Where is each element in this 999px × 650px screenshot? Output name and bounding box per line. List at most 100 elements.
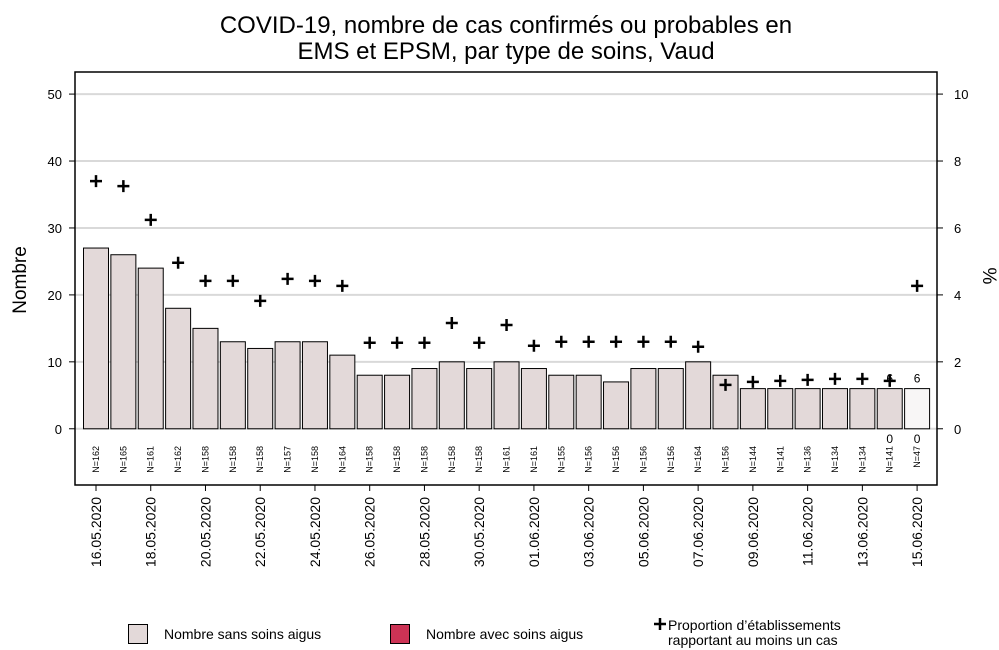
bar (821, 388, 848, 430)
legend: Nombre sans soins aigus Nombre avec soins… (0, 618, 999, 650)
bar (274, 341, 301, 430)
y-axis-label: Nombre (10, 246, 31, 314)
bar (356, 374, 383, 430)
x-tick-label: 30.05.2020 (471, 497, 487, 567)
marker (90, 175, 102, 188)
n-label: N=158 (447, 446, 457, 473)
n-label: N=161 (529, 446, 539, 473)
bar (466, 368, 493, 430)
marker (336, 279, 349, 292)
marker (637, 335, 650, 348)
marker (117, 180, 130, 193)
n-label: N=164 (337, 446, 347, 473)
n-label: N=156 (721, 446, 731, 473)
bar (739, 388, 766, 430)
n-label: N=157 (283, 446, 293, 473)
bar (794, 388, 821, 430)
marker (911, 279, 924, 292)
y2-tick-label: 4 (954, 288, 961, 303)
y2-tick-label: 0 (954, 422, 961, 437)
x-tick-label: 09.06.2020 (745, 497, 761, 567)
x-tick-label: 15.06.2020 (909, 497, 925, 567)
marker (172, 256, 185, 269)
legend-item: Proportion d’établissements rapportant a… (654, 618, 868, 648)
bar (767, 388, 794, 430)
y2-tick-label: 6 (954, 221, 961, 236)
x-tick-label: 28.05.2020 (416, 497, 432, 567)
value-label: 0 (886, 432, 893, 446)
n-label: N=158 (474, 446, 484, 473)
chart-title: EMS et EPSM, par type de soins, Vaud (297, 38, 714, 65)
y-tick-label: 40 (48, 154, 62, 169)
bar (493, 361, 520, 430)
y-tick-label: 30 (48, 221, 62, 236)
x-tick-label: 05.06.2020 (635, 497, 651, 567)
x-tick-label: 18.05.2020 (143, 497, 159, 567)
n-label: N=136 (803, 446, 813, 473)
bar (411, 368, 438, 430)
y-tick-label: 10 (48, 355, 62, 370)
y-tick-label: 20 (48, 288, 62, 303)
legend-label: Proportion d’établissements rapportant a… (668, 617, 841, 648)
n-label: N=165 (118, 446, 128, 473)
marker (856, 372, 869, 385)
n-label: N=161 (146, 446, 156, 473)
bar (165, 307, 192, 430)
bar (329, 354, 356, 430)
marker (883, 374, 896, 387)
bar (685, 361, 712, 430)
n-label: N=162 (173, 446, 183, 473)
bar (247, 347, 274, 430)
plot-frame (74, 71, 938, 486)
bar (219, 341, 246, 430)
x-tick-label: 24.05.2020 (307, 497, 323, 567)
n-label: N=158 (392, 446, 402, 473)
n-label: N=158 (365, 446, 375, 473)
x-tick-label: 11.06.2020 (800, 497, 816, 566)
bar (876, 388, 903, 430)
marker (664, 335, 677, 348)
marker (473, 336, 486, 349)
marker (363, 336, 376, 349)
marker (500, 319, 513, 332)
marker (692, 340, 705, 353)
n-label: N=141 (885, 446, 895, 473)
x-tick-label: 26.05.2020 (362, 497, 378, 567)
n-label: N=156 (611, 446, 621, 473)
x-tick-label: 13.06.2020 (854, 497, 870, 567)
marker (610, 335, 623, 348)
plus-icon (654, 618, 666, 630)
x-tick-label: 22.05.2020 (252, 497, 268, 567)
marker (226, 274, 239, 287)
y-tick-label: 50 (48, 87, 62, 102)
marker (445, 317, 458, 330)
legend-label: Nombre avec soins aigus (426, 626, 584, 642)
legend-swatch (128, 624, 148, 644)
bar (603, 381, 630, 430)
n-label: N=156 (666, 446, 676, 473)
n-label: N=156 (638, 446, 648, 473)
x-tick-label: 07.06.2020 (690, 497, 706, 567)
y2-axis-label: % (978, 268, 999, 285)
bar (548, 374, 575, 430)
marker (746, 375, 759, 388)
legend-label: Nombre sans soins aigus (164, 626, 322, 642)
marker (828, 372, 841, 385)
n-label: N=158 (255, 446, 265, 473)
x-tick-label: 03.06.2020 (581, 497, 597, 567)
n-label: N=161 (502, 446, 512, 473)
bar (192, 327, 219, 430)
bar (657, 368, 684, 430)
marker (801, 373, 814, 386)
n-label: N=162 (91, 446, 101, 473)
marker (418, 336, 431, 349)
n-label: N=47 (912, 446, 922, 468)
marker (308, 274, 321, 287)
marker (199, 274, 212, 287)
x-tick-label: 20.05.2020 (197, 497, 213, 567)
n-label: N=158 (200, 446, 210, 473)
y-tick-label: 0 (55, 422, 62, 437)
bar (630, 368, 657, 430)
marker (281, 272, 294, 285)
x-tick-label: 01.06.2020 (526, 497, 542, 567)
